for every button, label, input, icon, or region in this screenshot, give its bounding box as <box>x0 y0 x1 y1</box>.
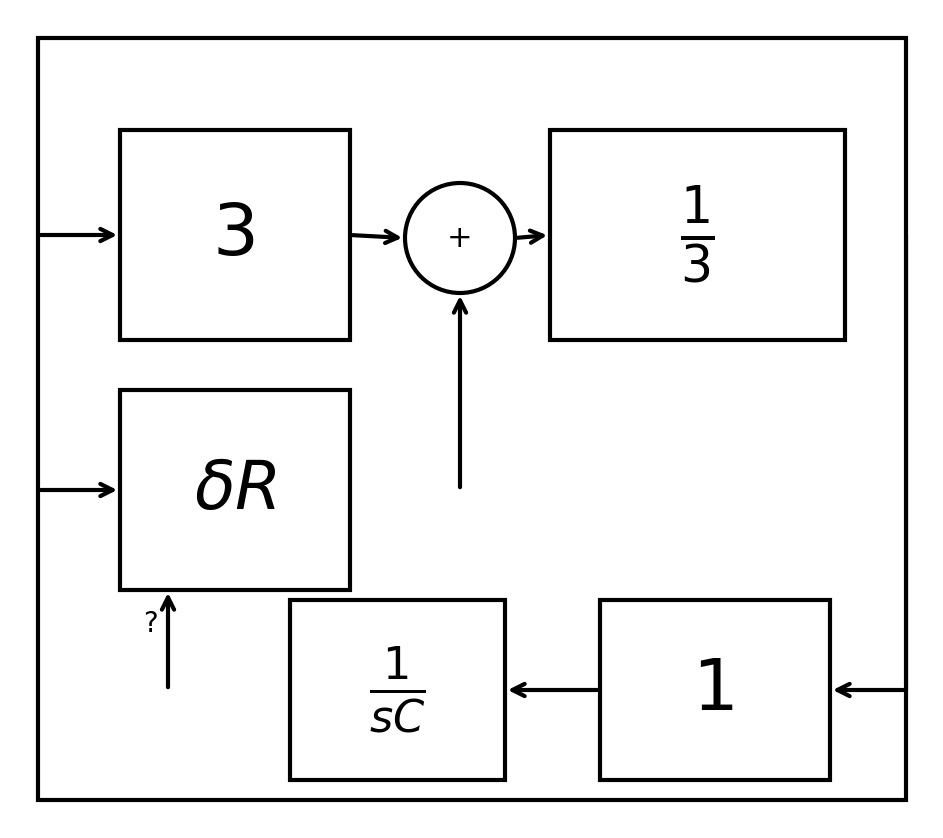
Text: 3: 3 <box>212 200 258 270</box>
Text: ?: ? <box>142 610 157 638</box>
Bar <box>600 600 830 780</box>
Bar <box>290 600 505 780</box>
Text: +: + <box>447 224 472 252</box>
Bar <box>120 390 350 590</box>
Text: 1: 1 <box>692 655 738 725</box>
Text: $\delta R$: $\delta R$ <box>193 457 276 523</box>
Circle shape <box>405 183 515 293</box>
Bar <box>120 130 350 340</box>
Text: $\frac{1}{3}$: $\frac{1}{3}$ <box>681 184 715 287</box>
Bar <box>550 130 845 340</box>
Text: $\frac{1}{sC}$: $\frac{1}{sC}$ <box>370 644 425 736</box>
